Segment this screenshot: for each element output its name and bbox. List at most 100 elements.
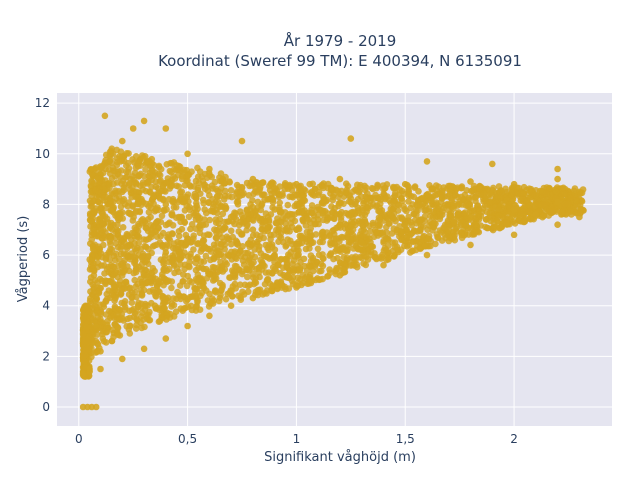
data-point xyxy=(576,213,583,221)
data-point xyxy=(151,302,159,310)
data-point xyxy=(451,236,459,244)
data-point xyxy=(489,160,496,168)
data-point xyxy=(142,166,149,173)
data-point xyxy=(302,222,310,229)
data-point xyxy=(212,287,219,294)
data-point xyxy=(210,254,218,262)
data-point xyxy=(85,346,93,353)
data-point xyxy=(467,178,474,185)
data-point xyxy=(184,172,191,179)
y-tick-label: 12 xyxy=(35,96,50,110)
data-point xyxy=(215,297,223,305)
data-point xyxy=(271,185,278,192)
data-point xyxy=(303,267,311,275)
data-point xyxy=(97,365,104,373)
data-point xyxy=(329,208,337,216)
data-point xyxy=(497,194,505,201)
data-point xyxy=(561,200,569,208)
data-point xyxy=(182,231,190,239)
data-point xyxy=(486,209,494,217)
data-point xyxy=(273,220,280,227)
data-point xyxy=(567,194,574,201)
data-point xyxy=(201,206,208,213)
data-point xyxy=(100,262,108,269)
data-point xyxy=(170,301,178,309)
data-point xyxy=(505,201,513,208)
data-point xyxy=(519,190,527,197)
data-point xyxy=(554,165,561,173)
data-point xyxy=(107,156,114,163)
data-point xyxy=(118,180,125,187)
data-point xyxy=(197,248,205,255)
data-point xyxy=(267,231,274,239)
data-point xyxy=(341,220,349,228)
data-point xyxy=(368,184,376,192)
data-point xyxy=(129,125,137,132)
data-point xyxy=(126,186,134,193)
data-point xyxy=(164,220,172,228)
data-point xyxy=(276,233,283,240)
data-point xyxy=(501,208,509,216)
data-point xyxy=(249,270,256,278)
data-point xyxy=(251,188,259,195)
data-point xyxy=(347,262,355,269)
data-point xyxy=(281,180,289,187)
data-point xyxy=(132,207,140,215)
data-point xyxy=(204,187,212,194)
data-point xyxy=(405,188,413,195)
data-point xyxy=(133,293,140,301)
data-point xyxy=(391,251,398,259)
data-point xyxy=(233,263,240,270)
data-point xyxy=(446,182,454,190)
data-point xyxy=(96,284,104,292)
y-tick-label: 6 xyxy=(42,248,50,262)
data-point xyxy=(152,205,160,213)
data-point xyxy=(219,281,226,289)
data-point xyxy=(184,150,191,158)
data-point xyxy=(276,183,284,190)
data-point xyxy=(355,209,363,217)
data-point xyxy=(217,291,224,299)
data-point xyxy=(298,192,306,200)
data-point xyxy=(170,295,177,302)
data-point xyxy=(121,306,129,313)
data-point xyxy=(284,271,291,279)
data-point xyxy=(249,203,257,211)
data-point xyxy=(472,194,479,201)
data-point xyxy=(194,240,202,247)
data-point xyxy=(170,260,178,268)
data-point xyxy=(308,202,316,209)
data-point xyxy=(103,324,110,332)
data-point xyxy=(108,337,116,345)
data-point xyxy=(227,274,234,282)
data-point xyxy=(224,218,231,225)
data-point xyxy=(394,246,402,254)
data-point xyxy=(266,255,273,262)
data-point xyxy=(244,288,252,296)
data-point xyxy=(96,177,103,185)
data-point xyxy=(99,220,106,227)
data-point xyxy=(269,282,277,289)
data-point xyxy=(461,209,469,216)
data-point xyxy=(168,176,176,184)
data-point xyxy=(126,284,134,292)
data-point xyxy=(317,276,324,283)
data-point xyxy=(307,237,314,244)
data-point xyxy=(159,293,167,300)
data-point xyxy=(79,370,87,378)
data-point xyxy=(102,254,110,261)
data-point xyxy=(486,199,494,206)
data-point xyxy=(206,231,213,239)
x-tick-label: 1,5 xyxy=(396,432,415,446)
data-point xyxy=(336,175,344,183)
data-point xyxy=(134,233,141,241)
data-point xyxy=(135,263,143,271)
data-point xyxy=(338,208,345,216)
data-point xyxy=(517,211,524,218)
data-point xyxy=(162,201,170,208)
data-point xyxy=(282,215,290,222)
data-point xyxy=(389,206,396,213)
data-point xyxy=(184,253,192,260)
data-point xyxy=(326,232,334,239)
data-point xyxy=(328,185,335,193)
